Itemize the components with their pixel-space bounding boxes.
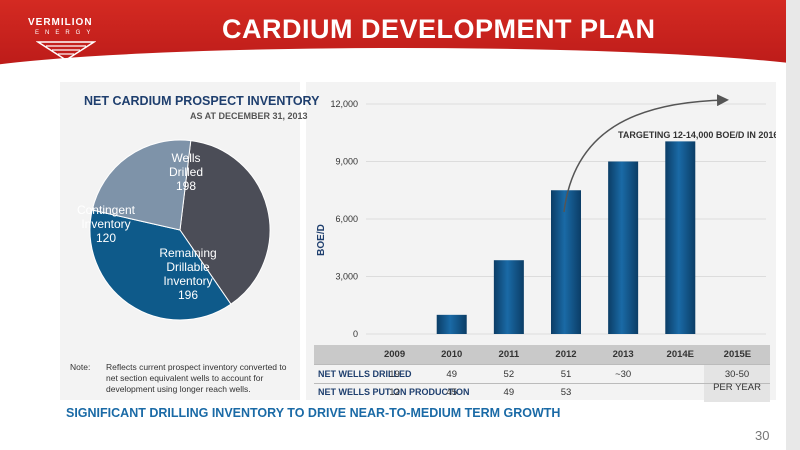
x-tick-label: 2015E (723, 349, 752, 360)
x-tick-label: 2009 (383, 349, 406, 360)
pie-subtitle: AS AT DECEMBER 31, 2013 (190, 111, 308, 121)
x-tick-label: 2010 (441, 349, 463, 360)
bar (551, 190, 581, 334)
x-tick-label: 2014E (666, 349, 695, 360)
pie-chart: Wells Drilled 198 Remaining Drillable Invento… (77, 139, 271, 321)
pie-slice-label: Wells Drilled 198 (169, 151, 203, 193)
x-tick-label: 2011 (498, 349, 520, 360)
y-tick-label: 9,000 (335, 157, 358, 167)
wells-table: 2009 2010 2011 2012 2013 2014E 2015E NET WELLS… (314, 345, 770, 402)
page-number: 30 (755, 428, 770, 443)
logo-subtitle: ENERGY (35, 30, 97, 36)
table-2015e-unit: PER YEAR (713, 382, 761, 393)
table-cell: 19 (389, 369, 400, 380)
table-row: NET WELLS DRILLED 19 49 52 51 ~30 (314, 365, 770, 385)
note-label: Note: (70, 362, 91, 372)
table-cell: 12 (389, 387, 400, 398)
y-tick-label: 3,000 (335, 272, 358, 282)
logo-mark-icon (36, 41, 96, 61)
pie-slice-label: Contingent Inventory 120 (77, 203, 136, 245)
pie-title: NET CARDIUM PROSPECT INVENTORY (84, 94, 320, 108)
pie-slice (91, 139, 192, 231)
x-tick-label: 2012 (555, 349, 577, 360)
y-tick-label: 0 (353, 329, 358, 339)
target-annotation: TARGETING 12-14,000 BOE/D IN 2016* (618, 130, 776, 140)
tagline: SIGNIFICANT DRILLING INVENTORY TO DRIVE … (66, 406, 561, 420)
table-row: NET WELLS PUT ON PRODUCTION 12 45 49 53 (314, 383, 770, 403)
header-curve (0, 48, 800, 68)
pie-slice (89, 209, 232, 321)
bar-chart: 0 3,000 6,000 9,000 12,000 BOE/D TARGETING 1… (316, 94, 776, 339)
y-tick-label: 6,000 (335, 214, 358, 224)
bar (436, 314, 467, 334)
y-axis-label: BOE/D (316, 224, 327, 256)
logo-name: VERMILION (28, 17, 93, 28)
table-cell: ~30 (615, 369, 632, 380)
bar (665, 141, 696, 334)
pie-slice-label: Remaining Drillable Inventory 196 (159, 246, 216, 302)
table-cell: 45 (446, 387, 457, 398)
table-divider (314, 364, 770, 365)
table-cell: 49 (446, 369, 457, 380)
table-cell: 49 (503, 387, 515, 398)
table-year-header: 2009 2010 2011 2012 2013 2014E 2015E (314, 345, 770, 364)
y-tick-label: 12,000 (330, 99, 358, 109)
row-label: NET WELLS DRILLED (318, 369, 412, 379)
bar (608, 161, 639, 334)
row-label: NET WELLS PUT ON PRODUCTION (318, 387, 470, 397)
right-edge-strip (786, 0, 800, 450)
table-cell: 51 (560, 369, 572, 380)
pie-slice (179, 140, 271, 305)
growth-arrow (563, 94, 729, 213)
table-divider (314, 383, 770, 384)
company-logo: VERMILION ENERGY (14, 8, 124, 61)
note-text: Reflects current prospect inventory conv… (106, 362, 287, 394)
slide-title: CARDIUM DEVELOPMENT PLAN (222, 14, 656, 44)
table-cell: 52 (503, 369, 515, 380)
bar (493, 260, 524, 334)
table-cell: 53 (560, 387, 572, 398)
table-2015e-value: 30-50 (724, 369, 750, 380)
header-bar (0, 0, 800, 68)
x-tick-label: 2013 (612, 349, 634, 360)
